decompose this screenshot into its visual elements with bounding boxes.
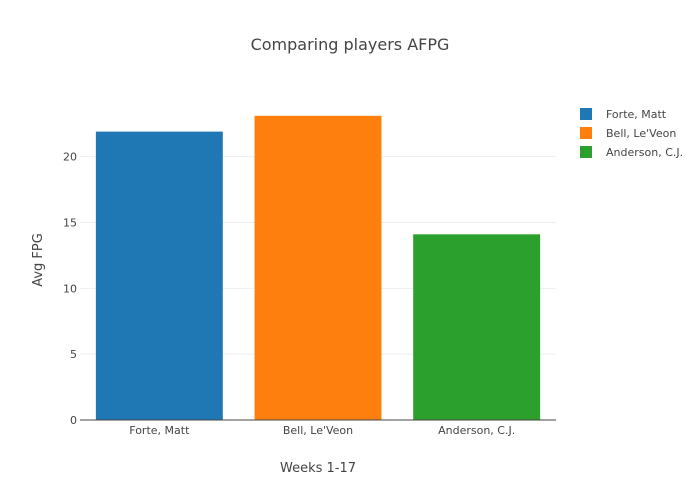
x-tick-labels: Forte, Matt Bell, Le'Veon Anderson, C.J. bbox=[129, 424, 515, 437]
legend-swatch bbox=[580, 127, 592, 139]
y-tick-labels: 0 5 10 15 20 bbox=[63, 151, 77, 427]
legend-swatch bbox=[580, 108, 592, 120]
bar bbox=[413, 234, 541, 420]
y-axis-label: Avg FPG bbox=[31, 233, 46, 287]
bar bbox=[95, 131, 223, 421]
bar bbox=[254, 115, 382, 421]
y-tick-label: 0 bbox=[70, 414, 77, 427]
x-axis-label: Weeks 1-17 bbox=[280, 461, 356, 476]
legend-entry: Anderson, C.J. bbox=[606, 146, 683, 159]
chart-title: Comparing players AFPG bbox=[251, 35, 450, 54]
bars bbox=[95, 115, 541, 421]
legend-swatch bbox=[580, 146, 592, 158]
y-tick-label: 10 bbox=[63, 282, 77, 295]
legend-entry: Bell, Le'Veon bbox=[606, 127, 676, 140]
x-tick-label: Bell, Le'Veon bbox=[283, 424, 353, 437]
y-tick-label: 15 bbox=[63, 216, 77, 229]
legend: Forte, Matt Bell, Le'Veon Anderson, C.J. bbox=[580, 108, 683, 159]
y-tick-label: 20 bbox=[63, 151, 77, 164]
legend-entry: Forte, Matt bbox=[606, 108, 667, 121]
x-tick-label: Forte, Matt bbox=[129, 424, 190, 437]
y-tick-label: 5 bbox=[70, 348, 77, 361]
x-tick-label: Anderson, C.J. bbox=[438, 424, 515, 437]
